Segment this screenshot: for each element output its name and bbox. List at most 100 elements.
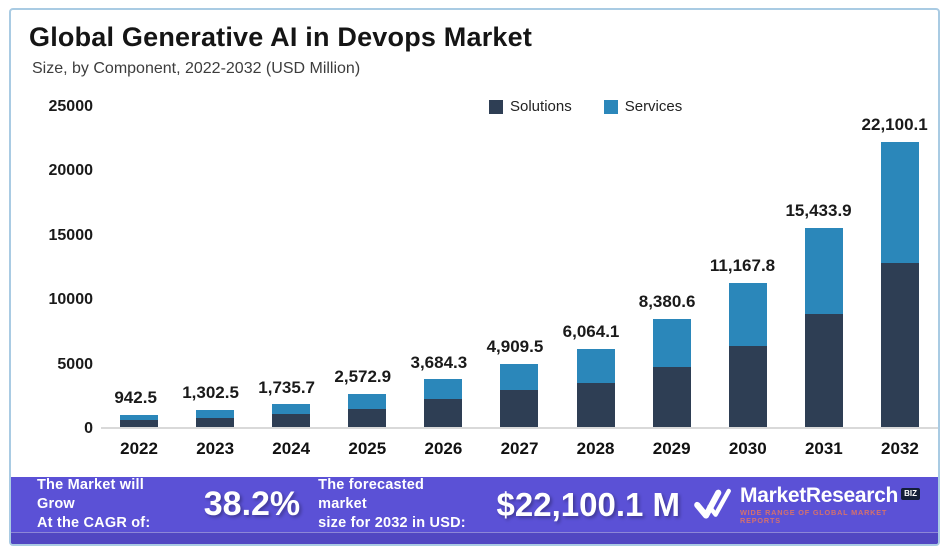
bar-segment-solutions-2025	[348, 409, 387, 427]
bar-segment-solutions-2027	[500, 390, 539, 427]
legend: Solutions Services	[489, 98, 682, 115]
bar-slot-2024: 1,735.7 2024	[253, 107, 329, 458]
bar-segment-solutions-2026	[424, 399, 463, 427]
cagr-label-line2: At the CAGR of:	[37, 514, 151, 531]
bar-segment-solutions-2023	[196, 418, 235, 427]
bar-slot-2029: 8,380.6 2029	[634, 107, 710, 458]
solutions-swatch-icon	[489, 99, 503, 114]
y-tick-label: 20000	[48, 162, 94, 180]
bar-slot-2022: 942.5 2022	[101, 107, 177, 458]
bar-segment-services-2032	[880, 142, 919, 263]
bar-segment-solutions-2028	[576, 383, 615, 427]
x-tick-label-2031: 2031	[804, 439, 843, 458]
bar-slot-2028: 6,064.1 2028	[558, 107, 634, 458]
page-title: Global Generative AI in Devops Market	[29, 22, 533, 52]
bar-2026	[424, 379, 463, 427]
double-checkmark-icon	[694, 488, 731, 519]
services-swatch-icon	[603, 99, 618, 114]
bar-total-label-2024: 1,735.7	[258, 378, 316, 397]
page-subtitle: Size, by Component, 2022-2032 (USD Milli…	[32, 60, 361, 77]
bar-segment-services-2022	[120, 415, 159, 420]
legend-label-services: Services	[624, 98, 683, 115]
bar-segment-solutions-2031	[804, 314, 843, 427]
x-tick-label-2022: 2022	[120, 439, 158, 458]
bar-total-label-2023: 1,302.5	[182, 383, 239, 402]
forecast-label: The forecasted market size for 2032 in U…	[318, 476, 472, 533]
cagr-label-line1: The Market will Grow	[37, 477, 144, 513]
legend-item-solutions: Solutions	[489, 98, 572, 115]
bar-2030	[728, 283, 767, 427]
bar-slot-2026: 3,684.3 2026	[405, 107, 481, 458]
bar-segment-services-2025	[348, 394, 387, 409]
footer-banner: The Market will Grow At the CAGR of: 38.…	[11, 477, 938, 544]
bar-2028	[576, 349, 615, 427]
y-tick-label: 15000	[48, 226, 94, 244]
bar-total-label-2031: 15,433.9	[785, 201, 852, 220]
brand-tagline: WIDE RANGE OF GLOBAL MARKET REPORTS	[740, 508, 888, 525]
y-tick-label: 10000	[48, 291, 94, 309]
cagr-value: 38.2%	[203, 485, 301, 523]
x-tick-label-2023: 2023	[196, 439, 235, 458]
x-tick-label-2027: 2027	[500, 439, 539, 458]
bar-segment-solutions-2024	[272, 414, 311, 427]
forecast-label-line1: The forecasted market	[318, 477, 425, 513]
bar-2022	[120, 415, 159, 427]
bar-segment-services-2023	[196, 410, 235, 418]
brand-name: MarketResearch	[740, 484, 899, 508]
x-tick-label-2025: 2025	[348, 439, 387, 458]
legend-item-services: Services	[603, 98, 683, 115]
bar-segment-services-2026	[424, 379, 463, 399]
bar-total-label-2022: 942.5	[114, 388, 157, 407]
bar-slot-2031: 15,433.9 2031	[785, 107, 862, 458]
bar-total-label-2030: 11,167.8	[709, 256, 776, 275]
bar-segment-solutions-2029	[652, 367, 691, 427]
bar-total-label-2029: 8,380.6	[638, 292, 696, 311]
x-tick-label-2028: 2028	[576, 439, 615, 458]
bar-2023	[196, 410, 235, 427]
bar-segment-services-2028	[576, 349, 615, 383]
bar-slot-2023: 1,302.5 2023	[177, 107, 253, 458]
bar-segment-solutions-2022	[120, 420, 159, 427]
bar-segment-services-2031	[804, 228, 843, 314]
bar-segment-services-2030	[728, 283, 767, 346]
bar-segment-services-2024	[272, 404, 311, 414]
banner-bottom-strip	[11, 532, 938, 544]
brand-logo: MarketResearch BIZ WIDE RANGE OF GLOBAL …	[692, 485, 924, 525]
forecast-label-line2: size for 2032 in USD:	[318, 514, 466, 531]
banner-content: The Market will Grow At the CAGR of: 38.…	[11, 477, 938, 532]
bar-2029	[652, 319, 691, 427]
bar-segment-services-2029	[652, 319, 691, 367]
y-tick-label: 5000	[57, 355, 93, 373]
bar-total-label-2028: 6,064.1	[562, 322, 620, 341]
bar-2031	[804, 228, 843, 427]
x-tick-label-2029: 2029	[652, 439, 691, 458]
brand-text: MarketResearch BIZ WIDE RANGE OF GLOBAL …	[740, 485, 924, 524]
bar-segment-solutions-2030	[728, 346, 767, 427]
bar-total-label-2025: 2,572.9	[334, 367, 392, 386]
y-tick-label: 25000	[48, 98, 94, 115]
plot-area: 942.5 2022 1,302.5 2023 1,735.7 2024 2,572.9 20…	[101, 107, 938, 458]
bar-slot-2030: 11,167.8 2030	[709, 107, 786, 458]
bar-slot-2025: 2,572.9 2025	[329, 107, 405, 458]
infographic-frame: Global Generative AI in Devops Market Si…	[9, 8, 940, 546]
brand-suffix-badge: BIZ	[901, 488, 920, 501]
bar-total-label-2026: 3,684.3	[410, 353, 468, 372]
y-axis: 25000 20000 15000 10000 5000 0	[11, 10, 94, 544]
bar-2027	[500, 364, 539, 427]
y-tick-label: 0	[84, 420, 93, 437]
x-tick-label-2032: 2032	[881, 439, 919, 458]
bar-total-label-2032: 22,100.1	[861, 115, 928, 134]
bar-2032	[880, 142, 919, 427]
bar-segment-services-2027	[500, 364, 539, 390]
cagr-label: The Market will Grow At the CAGR of:	[37, 476, 182, 533]
bar-2025	[348, 394, 387, 427]
legend-label-solutions: Solutions	[510, 98, 572, 115]
x-tick-label-2024: 2024	[272, 439, 311, 458]
x-tick-label-2030: 2030	[728, 439, 767, 458]
x-tick-label-2026: 2026	[424, 439, 463, 458]
bar-total-label-2027: 4,909.5	[486, 337, 544, 356]
bar-slot-2027: 4,909.5 2027	[481, 107, 557, 458]
forecast-value: $22,100.1 M	[496, 485, 680, 523]
bar-segment-solutions-2032	[880, 263, 919, 427]
bar-slot-2032: 22,100.1 2032	[861, 107, 938, 458]
